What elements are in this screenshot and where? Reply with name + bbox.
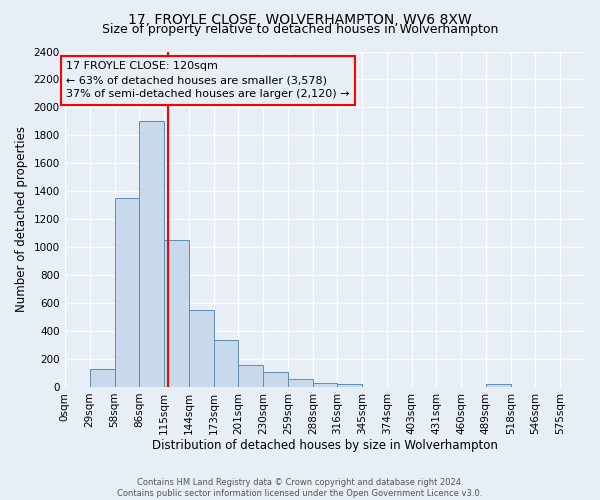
- X-axis label: Distribution of detached houses by size in Wolverhampton: Distribution of detached houses by size …: [152, 440, 498, 452]
- Text: 17 FROYLE CLOSE: 120sqm
← 63% of detached houses are smaller (3,578)
37% of semi: 17 FROYLE CLOSE: 120sqm ← 63% of detache…: [67, 62, 350, 100]
- Bar: [288, 378, 313, 387]
- Bar: [337, 384, 362, 387]
- Bar: [263, 372, 288, 387]
- Bar: [214, 340, 238, 387]
- Text: 17, FROYLE CLOSE, WOLVERHAMPTON, WV6 8XW: 17, FROYLE CLOSE, WOLVERHAMPTON, WV6 8XW: [128, 12, 472, 26]
- Bar: [313, 383, 337, 387]
- Bar: [139, 122, 164, 387]
- Text: Size of property relative to detached houses in Wolverhampton: Size of property relative to detached ho…: [102, 22, 498, 36]
- Bar: [164, 240, 189, 387]
- Bar: [486, 384, 511, 387]
- Bar: [89, 370, 115, 387]
- Bar: [189, 310, 214, 387]
- Y-axis label: Number of detached properties: Number of detached properties: [15, 126, 28, 312]
- Text: Contains HM Land Registry data © Crown copyright and database right 2024.
Contai: Contains HM Land Registry data © Crown c…: [118, 478, 482, 498]
- Bar: [238, 364, 263, 387]
- Bar: [115, 198, 139, 387]
